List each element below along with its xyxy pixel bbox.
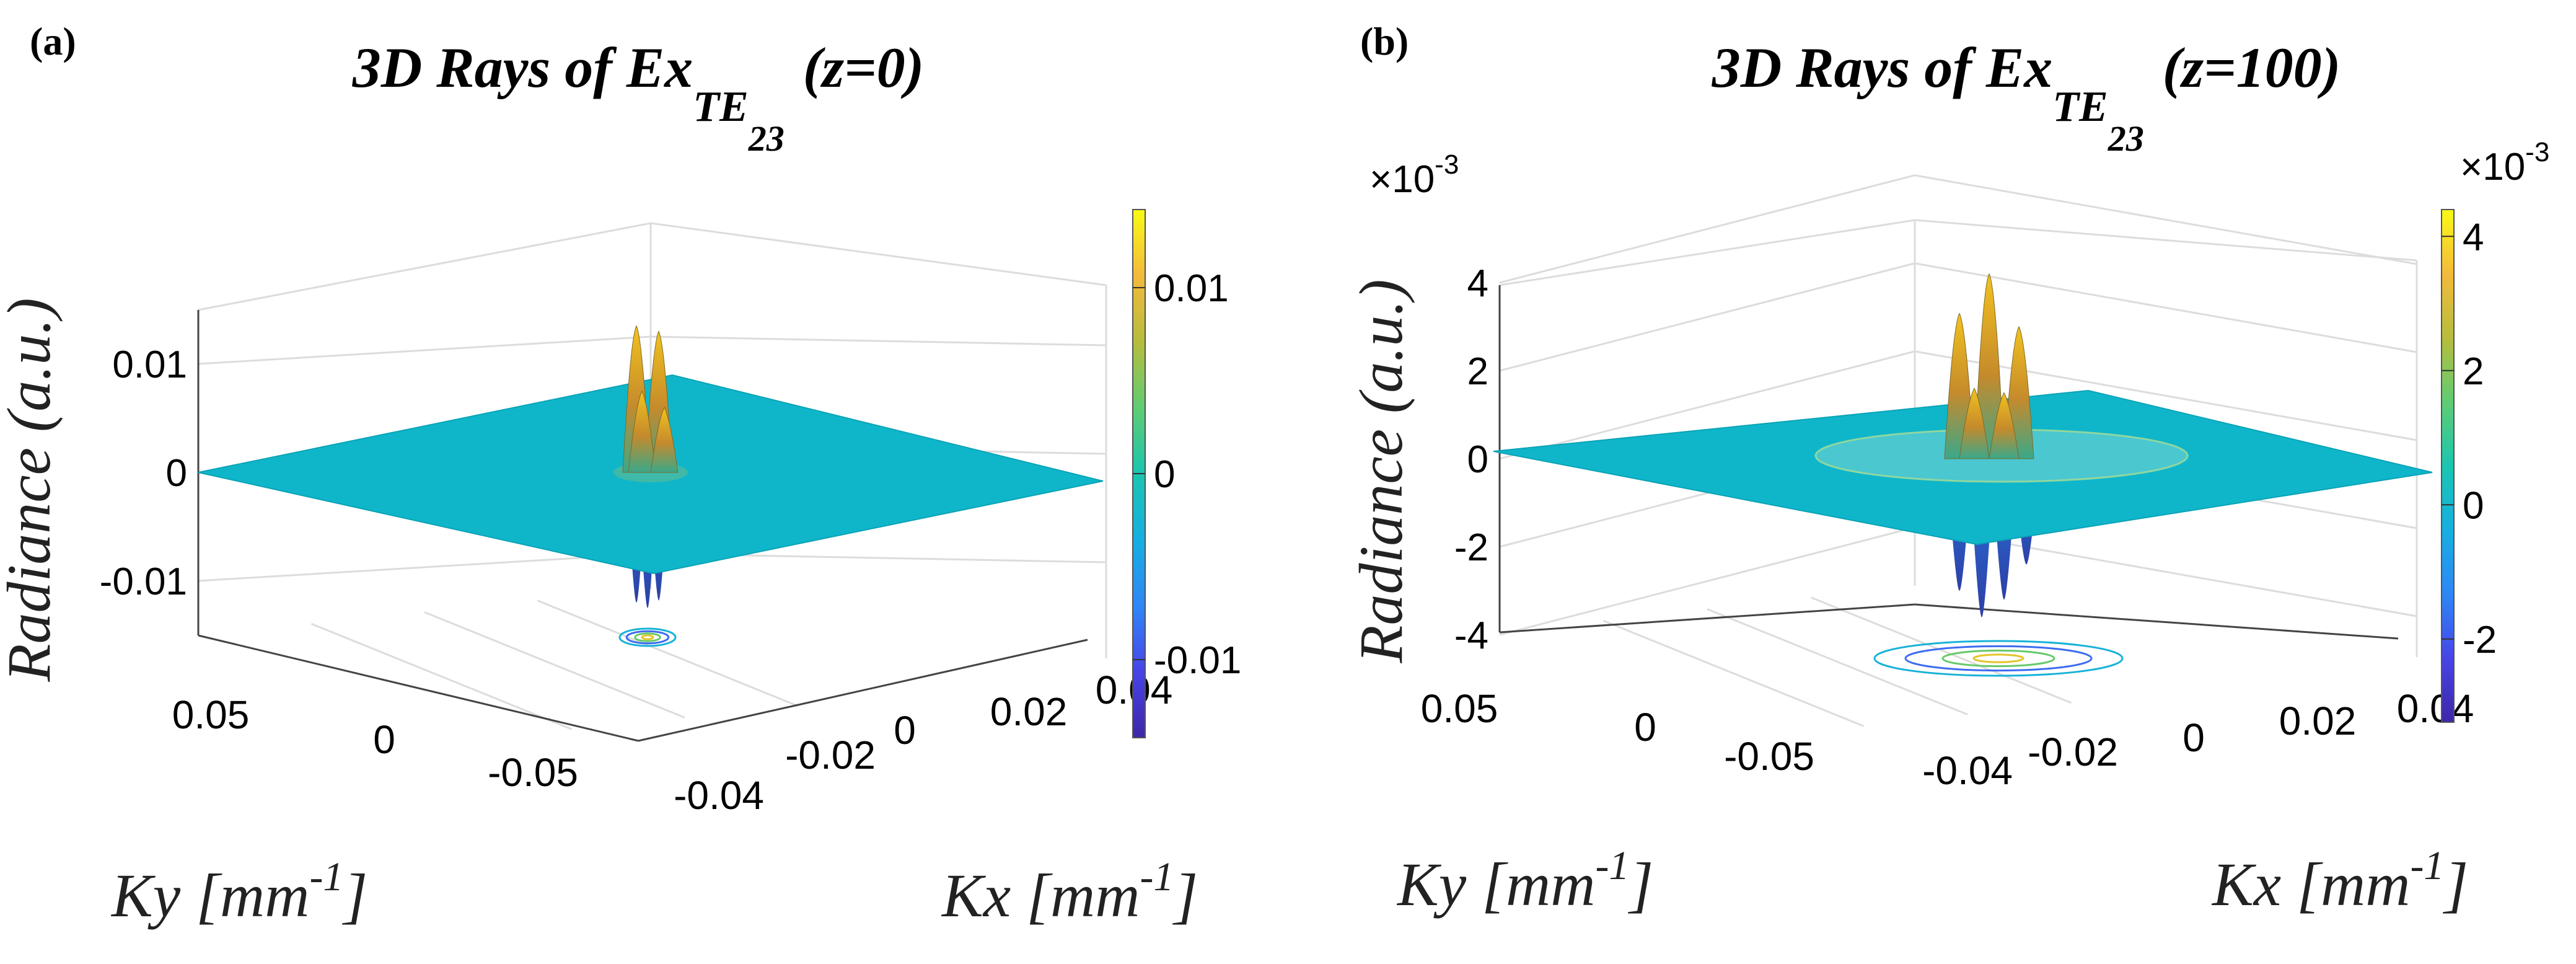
title-suffix: (z=100) — [2163, 36, 2341, 99]
ky-label-close: ] — [341, 861, 367, 930]
ky-axis-label: Ky [mm-1] — [1396, 843, 1653, 919]
title-subscript: TE — [693, 83, 748, 131]
title-subscript: TE — [2052, 83, 2108, 131]
panel-b: (b) 3D Rays of ExTE23(z=100)420-2-4×10-3R… — [1347, 19, 2549, 919]
chart-title: 3D Rays of ExTE23 (z=0) — [352, 36, 924, 159]
panel-label: (b) — [1360, 19, 1409, 63]
kx-label-close: ] — [2442, 850, 2468, 919]
kx-tick-label: 0.02 — [990, 689, 1068, 734]
ky-label-close: ] — [1627, 850, 1653, 919]
grid-line — [1500, 263, 1915, 371]
colorbar-tick-label: -2 — [2463, 619, 2497, 661]
ky-label-text: Ky [mm — [110, 861, 309, 930]
grid-line — [651, 223, 1106, 285]
colorbar-exponent: ×10-3 — [2460, 137, 2549, 188]
grid-line — [1915, 220, 2417, 260]
grid-line — [1915, 175, 2417, 264]
grid-line — [1707, 609, 1967, 715]
z-tick-label: 0 — [1467, 438, 1488, 481]
grid-line — [312, 624, 572, 729]
kx-tick-label: 0 — [2183, 715, 2205, 760]
ky-tick-label: 0.05 — [1421, 686, 1498, 731]
kx-tick-label: -0.02 — [785, 733, 876, 777]
positive-peaks — [1945, 274, 2034, 459]
ky-tick-label: -0.05 — [488, 750, 578, 795]
colorbar-tick-label: 0 — [1154, 453, 1175, 496]
colorbar-tick-label: 2 — [2463, 350, 2484, 393]
kx-tick-label: -0.02 — [2028, 730, 2118, 774]
colorbar-tick-label: 0.01 — [1154, 267, 1229, 310]
z-exponent-base: ×10 — [1369, 158, 1435, 201]
contour-ring — [1974, 655, 2023, 662]
colorbar-exponent-base: ×10 — [2460, 146, 2525, 188]
ky-tick-label: 0.05 — [172, 692, 250, 737]
colorbar-tick-label: 0 — [2463, 484, 2484, 527]
kx-axis-line — [1915, 604, 2398, 639]
kx-label-sup: -1 — [1140, 854, 1174, 900]
figure-canvas: (a) 3D Rays of ExTE23(z=0)0.010-0.01Radia… — [0, 0, 2576, 964]
floor-contour — [1875, 641, 2122, 676]
z-tick-label: -4 — [1454, 614, 1488, 657]
grid-line — [198, 223, 651, 310]
contour-ring — [642, 635, 653, 639]
kx-tick-label: 0 — [894, 708, 916, 753]
title-subsubscript: 23 — [748, 118, 785, 159]
ky-label-text: Ky [mm — [1396, 850, 1595, 919]
grid-line — [538, 601, 798, 706]
panel-label: (a) — [30, 19, 76, 63]
z-tick-label: -2 — [1454, 526, 1488, 569]
ky-tick-label: 0 — [373, 717, 395, 762]
ky-label-sup: -1 — [1595, 843, 1629, 888]
grid-line — [198, 337, 651, 364]
kx-label-sup: -1 — [2410, 843, 2444, 888]
z-exponent: ×10-3 — [1369, 149, 1459, 201]
z-axis-label: Radiance (a.u.) — [0, 298, 63, 682]
z-axis-label: Radiance (a.u.) — [1347, 279, 1415, 663]
grid-line — [651, 337, 1106, 345]
title-text: 3D Rays of Ex — [352, 36, 693, 99]
z-exponent-sup: -3 — [1435, 149, 1459, 180]
z-tick-label: 2 — [1467, 350, 1488, 393]
colorbar-tick-label: -0.01 — [1154, 639, 1241, 682]
kx-tick-label: 0.02 — [2279, 699, 2357, 743]
z-tick-label: 0.01 — [112, 343, 187, 386]
kx-tick-label: -0.04 — [674, 773, 764, 818]
z-tick-label: 4 — [1467, 262, 1488, 305]
kx-label-close: ] — [1172, 861, 1198, 930]
chart-title: 3D Rays of ExTE23 (z=100) — [1712, 36, 2341, 159]
ky-tick-label: 0 — [1634, 705, 1656, 750]
ky-axis-label: Ky [mm-1] — [110, 854, 367, 930]
kx-axis-label: Kx [mm-1] — [941, 854, 1198, 930]
z-tick-label: 0 — [166, 452, 187, 495]
z-tick-label: -0.01 — [100, 560, 187, 603]
colorbar-tick-label: 4 — [2463, 216, 2484, 259]
panel-a: (a) 3D Rays of ExTE23 (z=0) 0.01 0 -0.01 Radia… — [0, 19, 1241, 930]
title-text: 3D Rays of Ex — [1712, 36, 2052, 99]
kx-label-text: Kx [mm — [941, 861, 1140, 930]
kx-tick-label: 0.04 — [2397, 686, 2474, 731]
kx-axis-label: Kx [mm-1] — [2211, 843, 2468, 919]
ky-axis-line — [198, 635, 638, 741]
kx-tick-label: -0.04 — [1922, 748, 2013, 793]
title-subsubscript: 23 — [2108, 118, 2144, 159]
title-suffix: (z=0) — [803, 36, 925, 99]
ky-tick-label: -0.05 — [1724, 734, 1814, 779]
colorbar — [2442, 210, 2454, 722]
kx-label-text: Kx [mm — [2211, 850, 2410, 919]
colorbar-exponent-sup: -3 — [2525, 137, 2549, 167]
ky-label-sup: -1 — [309, 854, 343, 900]
